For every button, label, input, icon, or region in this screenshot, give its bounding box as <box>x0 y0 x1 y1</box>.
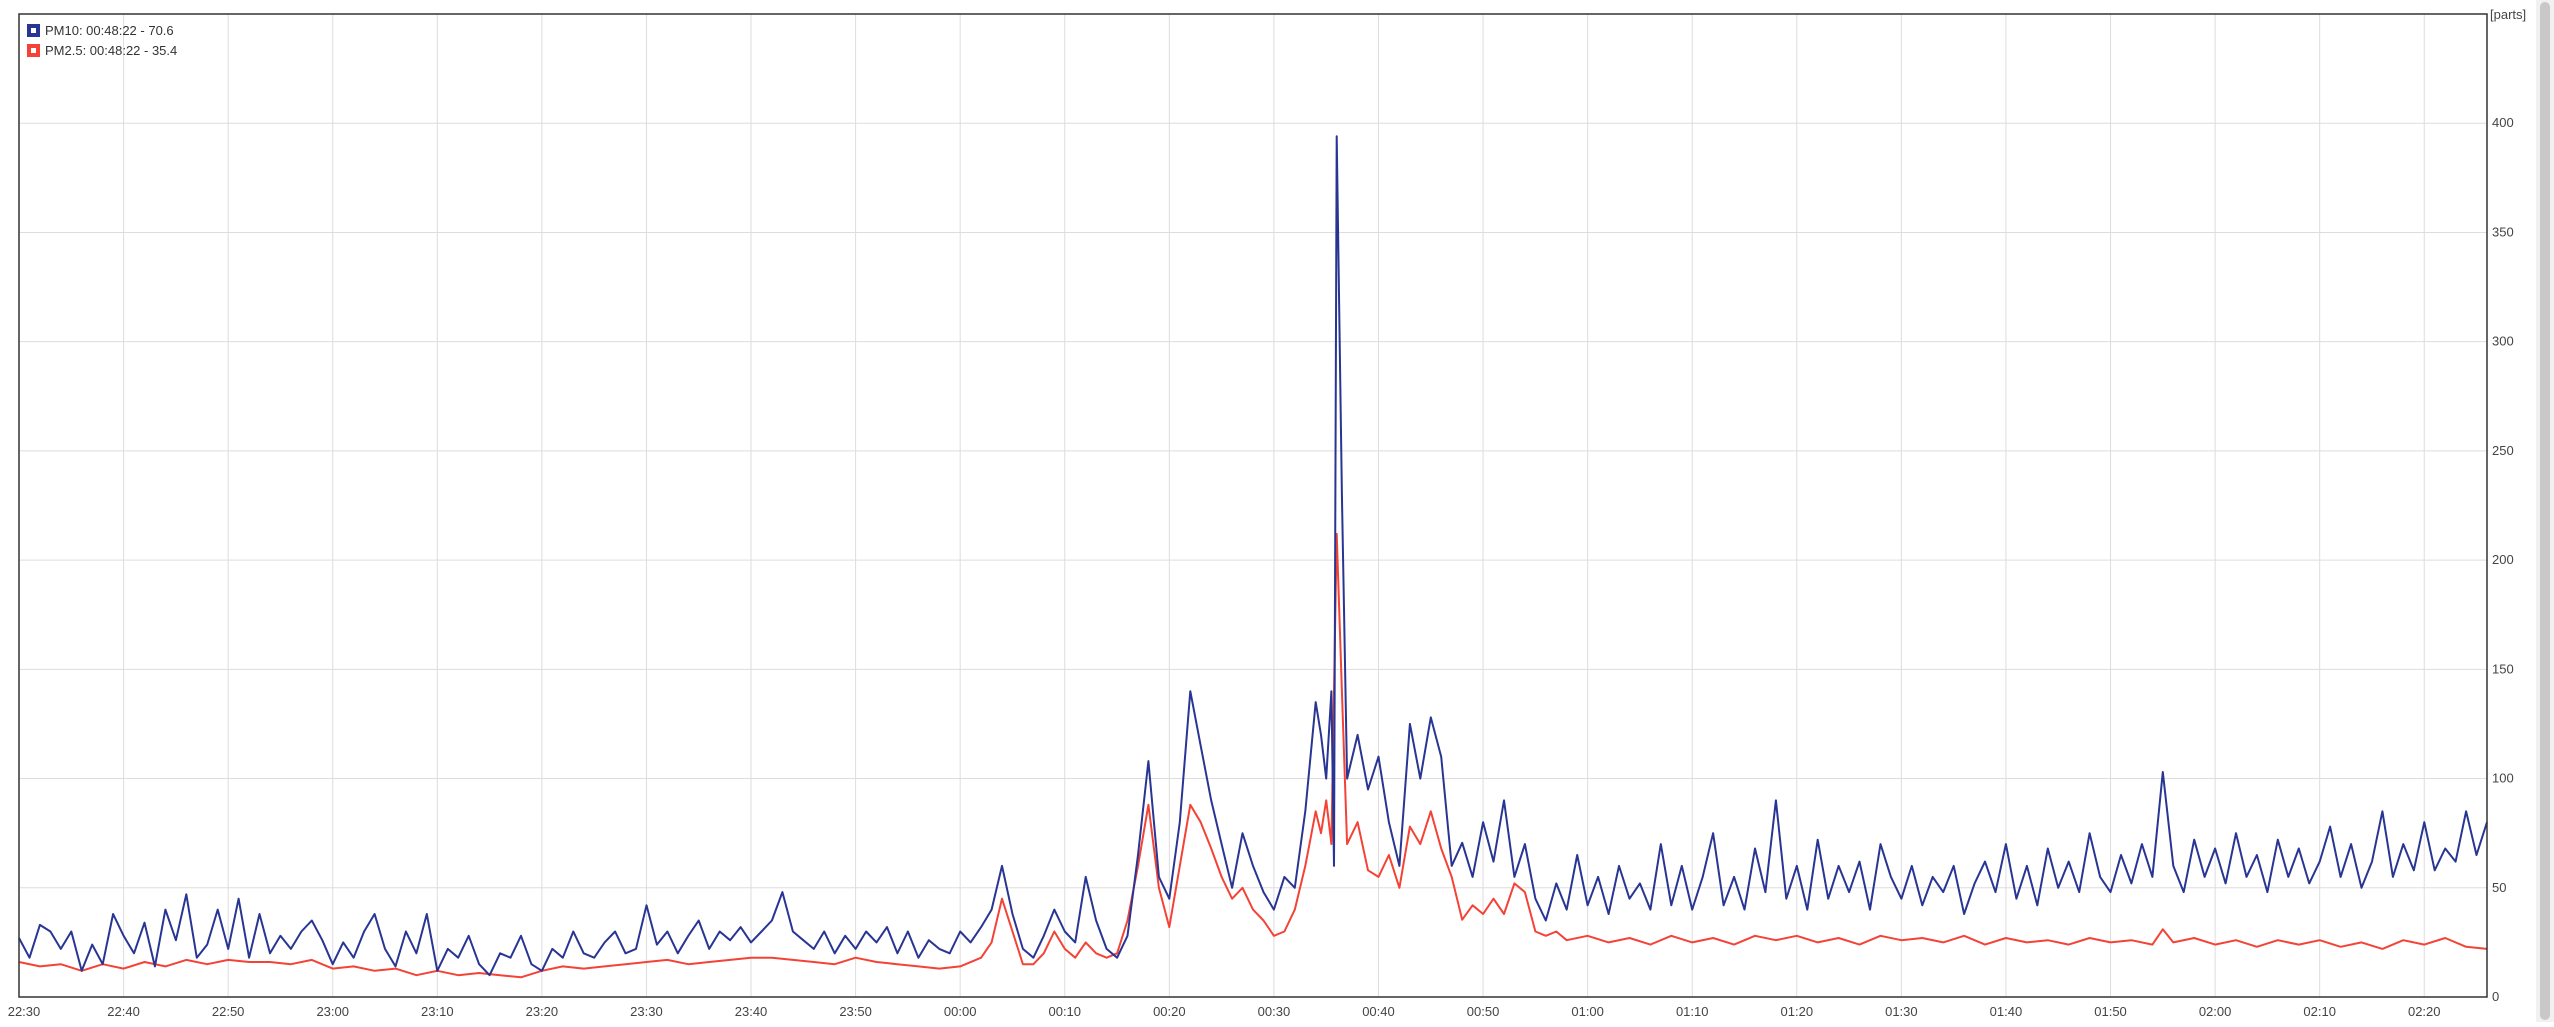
x-tick-label: 01:50 <box>2094 1004 2127 1019</box>
x-tick-label: 00:30 <box>1258 1004 1291 1019</box>
x-tick-label: 01:10 <box>1676 1004 1709 1019</box>
vertical-scrollbar[interactable] <box>2536 0 2554 1022</box>
y-tick-label: 50 <box>2492 880 2506 895</box>
legend-label: PM10: 00:48:22 - 70.6 <box>45 22 174 38</box>
series-layer <box>18 135 2488 979</box>
legend-swatch-icon <box>27 23 40 37</box>
x-tick-label: 23:00 <box>316 1004 349 1019</box>
legend-label: PM2.5: 00:48:22 - 35.4 <box>45 42 178 58</box>
x-tick-label: 01:40 <box>1990 1004 2023 1019</box>
x-tick-label: 02:20 <box>2408 1004 2441 1019</box>
x-tick-label: 01:30 <box>1885 1004 1918 1019</box>
x-tick-label: 23:50 <box>839 1004 872 1019</box>
x-tick-label: 00:10 <box>1048 1004 1081 1019</box>
x-tick-label: 01:20 <box>1781 1004 1814 1019</box>
y-tick-label: 300 <box>2492 334 2514 349</box>
x-axis: 22:30 22:40 22:50 23:00 23:10 23:20 23:30 23:40… <box>8 1004 2441 1019</box>
x-tick-label: 00:00 <box>944 1004 977 1019</box>
x-tick-label: 00:50 <box>1467 1004 1500 1019</box>
x-tick-label: 23:40 <box>735 1004 768 1019</box>
x-tick-label: 00:20 <box>1153 1004 1186 1019</box>
legend-swatch-icon <box>27 43 40 57</box>
legend-item-pm10[interactable]: PM10: 00:48:22 - 70.6 <box>27 20 177 40</box>
x-tick-label: 23:20 <box>526 1004 559 1019</box>
y-tick-label: 200 <box>2492 552 2514 567</box>
x-tick-label: 00:40 <box>1362 1004 1395 1019</box>
y-tick-label: 150 <box>2492 661 2514 676</box>
y-tick-label: 100 <box>2492 771 2514 786</box>
plot-area <box>19 14 2487 997</box>
x-tick-label: 23:10 <box>421 1004 454 1019</box>
x-tick-label: 01:00 <box>1571 1004 1604 1019</box>
y-axis: 0 50 100 150 200 250 300 350 400 <box>2492 115 2514 1004</box>
x-tick-label: 22:50 <box>212 1004 245 1019</box>
grid <box>19 14 2487 997</box>
x-tick-label: 22:30 <box>8 1004 41 1019</box>
plot-frame <box>18 13 2488 998</box>
legend-item-pm25[interactable]: PM2.5: 00:48:22 - 35.4 <box>27 40 177 60</box>
x-tick-label: 22:40 <box>107 1004 140 1019</box>
x-tick-label: 23:30 <box>630 1004 663 1019</box>
y-tick-label: 400 <box>2492 115 2514 130</box>
x-tick-label: 02:10 <box>2303 1004 2336 1019</box>
scrollbar-thumb[interactable] <box>2540 2 2550 1020</box>
y-tick-label: 350 <box>2492 224 2514 239</box>
y-tick-label: 250 <box>2492 443 2514 458</box>
series-line-pm10 <box>18 135 2488 977</box>
x-tick-label: 02:00 <box>2199 1004 2232 1019</box>
chart-legend: PM10: 00:48:22 - 70.6 PM2.5: 00:48:22 - … <box>27 20 177 60</box>
y-axis-label: [parts] <box>2490 7 2526 22</box>
y-tick-label: 0 <box>2492 989 2499 1004</box>
